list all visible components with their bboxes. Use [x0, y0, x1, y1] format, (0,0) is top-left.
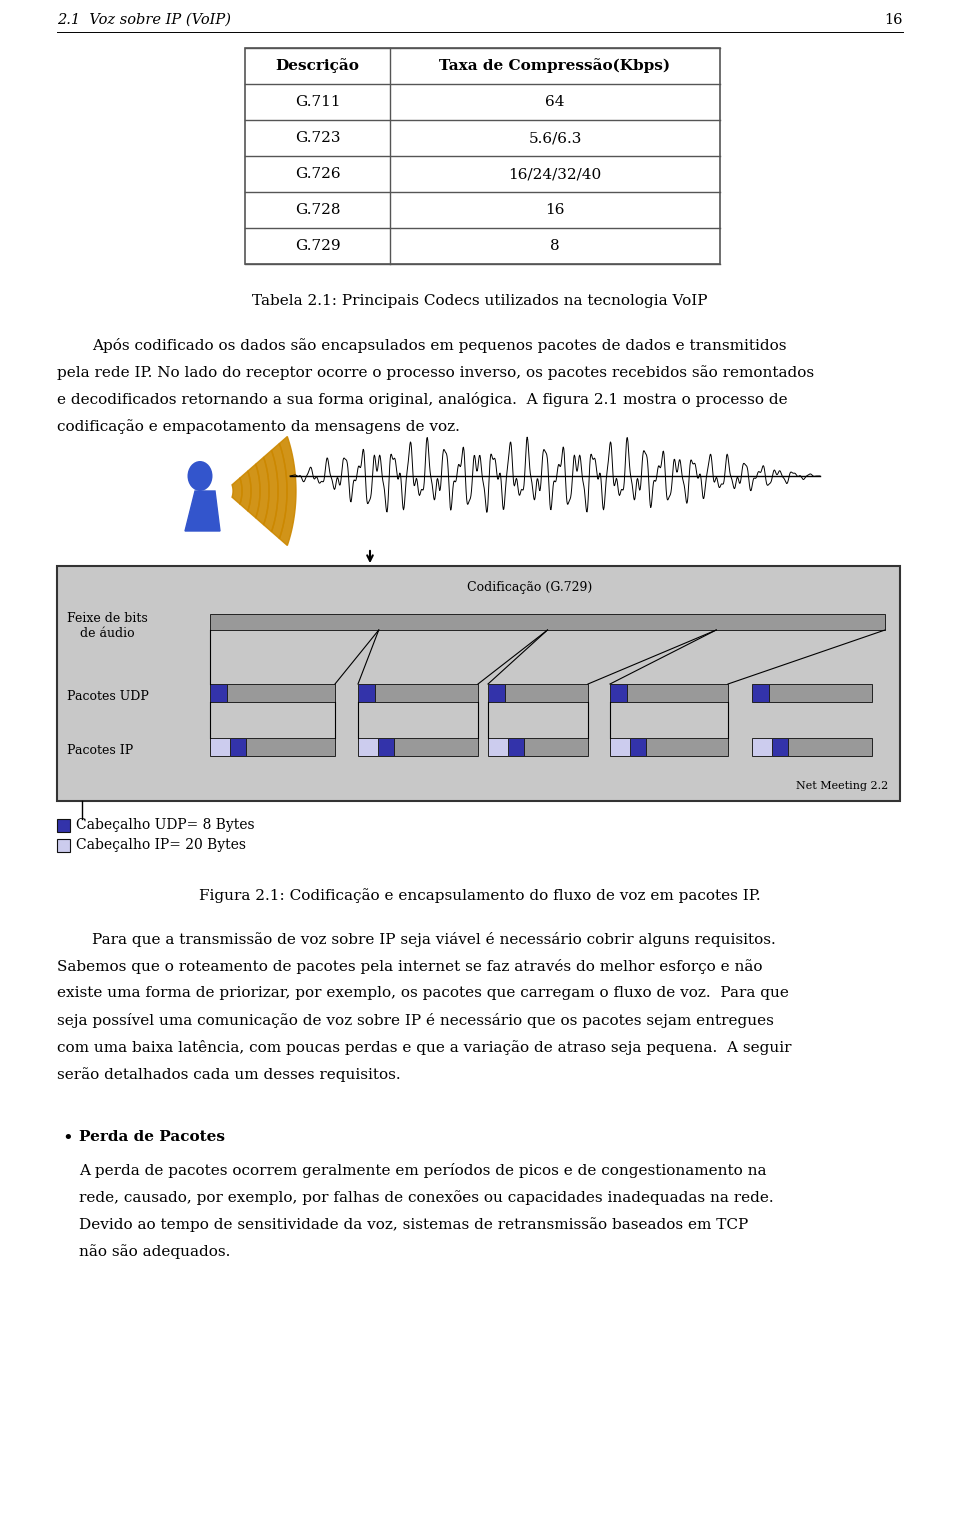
- Bar: [378, 738, 394, 756]
- Text: 5.6/6.3: 5.6/6.3: [528, 131, 582, 145]
- Bar: [210, 738, 230, 756]
- Text: e decodificados retornando a sua forma original, analógica.  A figura 2.1 mostra: e decodificados retornando a sua forma o…: [57, 392, 787, 408]
- Polygon shape: [255, 457, 269, 525]
- Ellipse shape: [187, 461, 212, 492]
- Bar: [375, 684, 478, 702]
- Text: Net Meeting 2.2: Net Meeting 2.2: [796, 780, 888, 791]
- Text: existe uma forma de priorizar, por exemplo, os pacotes que carregam o fluxo de v: existe uma forma de priorizar, por exemp…: [57, 986, 789, 1000]
- Bar: [769, 684, 872, 702]
- Text: 16/24/32/40: 16/24/32/40: [509, 166, 602, 182]
- Text: Pacotes UDP: Pacotes UDP: [67, 690, 149, 702]
- Text: serão detalhados cada um desses requisitos.: serão detalhados cada um desses requisit…: [57, 1067, 400, 1081]
- Bar: [752, 738, 772, 756]
- Text: A perda de pacotes ocorrem geralmente em períodos de picos e de congestionamento: A perda de pacotes ocorrem geralmente em…: [79, 1164, 766, 1177]
- Text: 64: 64: [545, 95, 564, 108]
- Bar: [230, 738, 246, 756]
- Bar: [57, 838, 70, 852]
- Bar: [488, 684, 505, 702]
- Bar: [772, 738, 788, 756]
- Text: 2.1  Voz sobre IP (VoIP): 2.1 Voz sobre IP (VoIP): [57, 14, 231, 27]
- Text: G.729: G.729: [295, 240, 340, 253]
- Bar: [358, 738, 378, 756]
- Text: Pacotes IP: Pacotes IP: [67, 745, 133, 757]
- Bar: [508, 738, 524, 756]
- Polygon shape: [248, 464, 260, 518]
- Polygon shape: [232, 478, 242, 504]
- Bar: [210, 684, 227, 702]
- Text: Sabemos que o roteamento de pacotes pela internet se faz através do melhor esfor: Sabemos que o roteamento de pacotes pela…: [57, 959, 762, 974]
- Polygon shape: [272, 443, 287, 539]
- Text: não são adequados.: não são adequados.: [79, 1245, 230, 1258]
- Text: pela rede IP. No lado do receptor ocorre o processo inverso, os pacotes recebido: pela rede IP. No lado do receptor ocorre…: [57, 365, 814, 380]
- Text: Devido ao tempo de sensitividade da voz, sistemas de retransmissão baseados em T: Devido ao tempo de sensitividade da voz,…: [79, 1217, 748, 1232]
- Text: G.723: G.723: [295, 131, 340, 145]
- Text: rede, causado, por exemplo, por falhas de conexões ou capacidades inadequadas na: rede, causado, por exemplo, por falhas d…: [79, 1190, 774, 1205]
- Text: •: •: [62, 1130, 73, 1148]
- Polygon shape: [264, 450, 278, 531]
- Text: com uma baixa latência, com poucas perdas e que a variação de atraso seja pequen: com uma baixa latência, com poucas perda…: [57, 1040, 791, 1055]
- Text: Codificação (G.729): Codificação (G.729): [468, 582, 592, 594]
- Bar: [246, 738, 335, 756]
- Bar: [505, 684, 588, 702]
- Bar: [524, 738, 588, 756]
- Bar: [394, 738, 478, 756]
- Text: Cabeçalho IP= 20 Bytes: Cabeçalho IP= 20 Bytes: [76, 838, 246, 852]
- Bar: [227, 684, 335, 702]
- Text: G.711: G.711: [295, 95, 340, 108]
- Bar: [358, 684, 375, 702]
- Polygon shape: [279, 437, 296, 545]
- Bar: [57, 567, 900, 802]
- Bar: [627, 684, 728, 702]
- Text: Para que a transmissão de voz sobre IP seja viável é necessário cobrir alguns re: Para que a transmissão de voz sobre IP s…: [92, 931, 776, 947]
- Polygon shape: [185, 492, 220, 531]
- Text: Figura 2.1: Codificação e encapsulamento do fluxo de voz em pacotes IP.: Figura 2.1: Codificação e encapsulamento…: [199, 889, 761, 902]
- Text: G.726: G.726: [295, 166, 340, 182]
- Bar: [630, 738, 646, 756]
- Bar: [788, 738, 872, 756]
- Text: Descrição: Descrição: [276, 58, 359, 73]
- Text: seja possível uma comunicação de voz sobre IP é necessário que os pacotes sejam : seja possível uma comunicação de voz sob…: [57, 1012, 774, 1028]
- Text: Cabeçalho UDP= 8 Bytes: Cabeçalho UDP= 8 Bytes: [76, 818, 254, 832]
- Text: Após codificado os dados são encapsulados em pequenos pacotes de dados e transmi: Após codificado os dados são encapsulado…: [92, 337, 786, 353]
- Text: 16: 16: [884, 14, 903, 27]
- Bar: [488, 738, 508, 756]
- Bar: [57, 818, 70, 832]
- Text: codificação e empacotamento da mensagens de voz.: codificação e empacotamento da mensagens…: [57, 418, 460, 434]
- Text: 8: 8: [550, 240, 560, 253]
- Text: G.728: G.728: [295, 203, 340, 217]
- Bar: [210, 614, 885, 631]
- Text: Perda de Pacotes: Perda de Pacotes: [79, 1130, 225, 1144]
- Text: Tabela 2.1: Principais Codecs utilizados na tecnologia VoIP: Tabela 2.1: Principais Codecs utilizados…: [252, 295, 708, 308]
- Text: Feixe de bits
de áudio: Feixe de bits de áudio: [67, 612, 148, 640]
- Bar: [646, 738, 728, 756]
- Text: 16: 16: [545, 203, 564, 217]
- Bar: [752, 684, 769, 702]
- Polygon shape: [240, 470, 251, 512]
- Text: Taxa de Compressão(Kbps): Taxa de Compressão(Kbps): [440, 58, 671, 73]
- Bar: [610, 738, 630, 756]
- Bar: [610, 684, 627, 702]
- Bar: [245, 47, 720, 264]
